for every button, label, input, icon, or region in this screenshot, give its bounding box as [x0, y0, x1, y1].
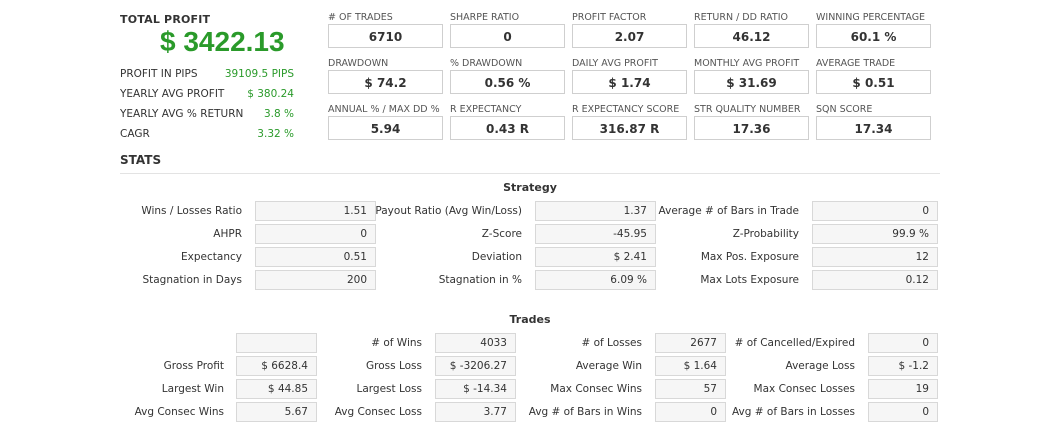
- metric-value-monthly-avg-profit: $ 31.69: [694, 70, 809, 94]
- metric-value-str-quality: 17.36: [694, 116, 809, 140]
- summary-value-yearly-avg-profit: $ 380.24: [247, 88, 294, 100]
- trades-title: Trades: [509, 313, 551, 326]
- trades-value-avg-bars-losses: 0: [868, 402, 938, 422]
- strategy-value-payout-ratio: 1.37: [535, 201, 656, 221]
- metric-label-winning-pct: WINNING PERCENTAGE: [816, 12, 926, 23]
- total-profit-label: TOTAL PROFIT: [120, 13, 211, 26]
- summary-label-yearly-avg-profit: YEARLY AVG PROFIT: [120, 88, 225, 100]
- metric-value-winning-pct: 60.1 %: [816, 24, 931, 48]
- metric-label-r-expectancy: R EXPECTANCY: [450, 104, 522, 115]
- metric-label-average-trade: AVERAGE TRADE: [816, 58, 896, 69]
- trades-label-average-win: Average Win: [575, 360, 642, 372]
- trades-label-avg-bars-wins: Avg # of Bars in Wins: [528, 406, 642, 418]
- strategy-value-z-probability: 99.9 %: [812, 224, 938, 244]
- metric-label-daily-avg-profit: DAILY AVG PROFIT: [572, 58, 658, 69]
- trades-value-largest-win: $ 44.85: [236, 379, 317, 399]
- strategy-value-wl-ratio: 1.51: [255, 201, 376, 221]
- trades-value-largest-loss: $ -14.34: [435, 379, 516, 399]
- strategy-value-ahpr: 0: [255, 224, 376, 244]
- summary-value-yearly-avg-return: 3.8 %: [263, 108, 294, 120]
- strategy-label-expectancy: Expectancy: [181, 251, 242, 263]
- trades-value-cancelled: 0: [868, 333, 938, 353]
- metric-label-drawdown: DRAWDOWN: [328, 58, 389, 69]
- total-profit-value: $ 3422.13: [160, 26, 285, 57]
- metric-label-trades: # OF TRADES: [328, 12, 393, 23]
- strategy-label-z-probability: Z-Probability: [732, 228, 799, 240]
- strategy-title: Strategy: [503, 181, 557, 194]
- strategy-label-payout-ratio: Payout Ratio (Avg Win/Loss): [375, 205, 522, 217]
- stats-divider: [120, 173, 940, 174]
- trades-value-avg-consec-loss: 3.77: [435, 402, 516, 422]
- trades-label-gross-profit: Gross Profit: [163, 360, 224, 372]
- metric-value-return-dd: 46.12: [694, 24, 809, 48]
- metric-value-r-expectancy: 0.43 R: [450, 116, 565, 140]
- strategy-value-max-pos-exposure: 12: [812, 247, 938, 267]
- trades-label-avg-consec-loss: Avg Consec Loss: [334, 406, 422, 418]
- trades-value-max-consec-wins: 57: [655, 379, 726, 399]
- trades-label-avg-consec-wins: Avg Consec Wins: [134, 406, 224, 418]
- metric-value-annual-maxdd: 5.94: [328, 116, 443, 140]
- metric-value-r-expectancy-score: 316.87 R: [572, 116, 687, 140]
- strategy-label-avg-bars: Average # of Bars in Trade: [658, 205, 799, 217]
- strategy-label-stagnation-pct: Stagnation in %: [438, 274, 522, 286]
- trades-value-blank: [236, 333, 317, 353]
- metric-label-r-expectancy-score: R EXPECTANCY SCORE: [572, 104, 680, 115]
- trades-label-cancelled: # of Cancelled/Expired: [734, 337, 855, 349]
- metric-label-str-quality: STR QUALITY NUMBER: [694, 104, 801, 115]
- trades-value-losses: 2677: [655, 333, 726, 353]
- strategy-value-max-lots-exposure: 0.12: [812, 270, 938, 290]
- trades-label-average-loss: Average Loss: [785, 360, 856, 372]
- metric-label-return-dd: RETURN / DD RATIO: [694, 12, 789, 23]
- summary-label-cagr: CAGR: [120, 128, 150, 140]
- strategy-value-expectancy: 0.51: [255, 247, 376, 267]
- strategy-value-deviation: $ 2.41: [535, 247, 656, 267]
- strategy-label-max-pos-exposure: Max Pos. Exposure: [700, 251, 799, 263]
- metric-value-sqn-score: 17.34: [816, 116, 931, 140]
- metric-label-monthly-avg-profit: MONTHLY AVG PROFIT: [694, 58, 800, 69]
- metric-label-sharpe: SHARPE RATIO: [450, 12, 520, 23]
- trades-value-wins: 4033: [435, 333, 516, 353]
- trades-label-gross-loss: Gross Loss: [366, 360, 422, 372]
- strategy-label-wl-ratio: Wins / Losses Ratio: [141, 205, 242, 217]
- trades-label-largest-loss: Largest Loss: [356, 383, 423, 395]
- strategy-label-stagnation-days: Stagnation in Days: [142, 274, 242, 286]
- strategy-value-avg-bars: 0: [812, 201, 938, 221]
- summary-label-yearly-avg-return: YEARLY AVG % RETURN: [120, 108, 244, 120]
- metric-value-sharpe: 0: [450, 24, 565, 48]
- metric-value-drawdown: $ 74.2: [328, 70, 443, 94]
- trades-value-avg-bars-wins: 0: [655, 402, 726, 422]
- strategy-label-ahpr: AHPR: [213, 228, 242, 240]
- metric-label-sqn-score: SQN SCORE: [816, 104, 873, 115]
- strategy-label-deviation: Deviation: [471, 251, 522, 263]
- trades-value-average-win: $ 1.64: [655, 356, 726, 376]
- metric-value-pct-drawdown: 0.56 %: [450, 70, 565, 94]
- strategy-label-max-lots-exposure: Max Lots Exposure: [700, 274, 799, 286]
- metric-value-profit-factor: 2.07: [572, 24, 687, 48]
- trades-label-max-consec-losses: Max Consec Losses: [753, 383, 855, 395]
- trades-value-max-consec-losses: 19: [868, 379, 938, 399]
- trades-label-avg-bars-losses: Avg # of Bars in Losses: [731, 406, 855, 418]
- trades-value-avg-consec-wins: 5.67: [236, 402, 317, 422]
- stats-title: STATS: [120, 153, 162, 167]
- trades-value-gross-profit: $ 6628.4: [236, 356, 317, 376]
- trades-label-losses: # of Losses: [581, 337, 642, 349]
- metric-label-pct-drawdown: % DRAWDOWN: [450, 58, 523, 69]
- trades-label-max-consec-wins: Max Consec Wins: [550, 383, 642, 395]
- summary-value-profit-pips: 39109.5 PIPS: [224, 68, 294, 80]
- metric-label-annual-maxdd: ANNUAL % / MAX DD %: [328, 104, 440, 115]
- trades-label-largest-win: Largest Win: [161, 383, 224, 395]
- summary-label-profit-pips: PROFIT IN PIPS: [120, 68, 198, 80]
- metric-value-daily-avg-profit: $ 1.74: [572, 70, 687, 94]
- trades-label-wins: # of Wins: [371, 337, 422, 349]
- strategy-label-z-score: Z-Score: [481, 228, 522, 240]
- strategy-value-z-score: -45.95: [535, 224, 656, 244]
- strategy-value-stagnation-pct: 6.09 %: [535, 270, 656, 290]
- trades-value-gross-loss: $ -3206.27: [435, 356, 516, 376]
- metric-label-profit-factor: PROFIT FACTOR: [572, 12, 647, 23]
- strategy-value-stagnation-days: 200: [255, 270, 376, 290]
- trades-value-average-loss: $ -1.2: [868, 356, 938, 376]
- metric-value-average-trade: $ 0.51: [816, 70, 931, 94]
- summary-value-cagr: 3.32 %: [257, 128, 294, 140]
- metric-value-trades: 6710: [328, 24, 443, 48]
